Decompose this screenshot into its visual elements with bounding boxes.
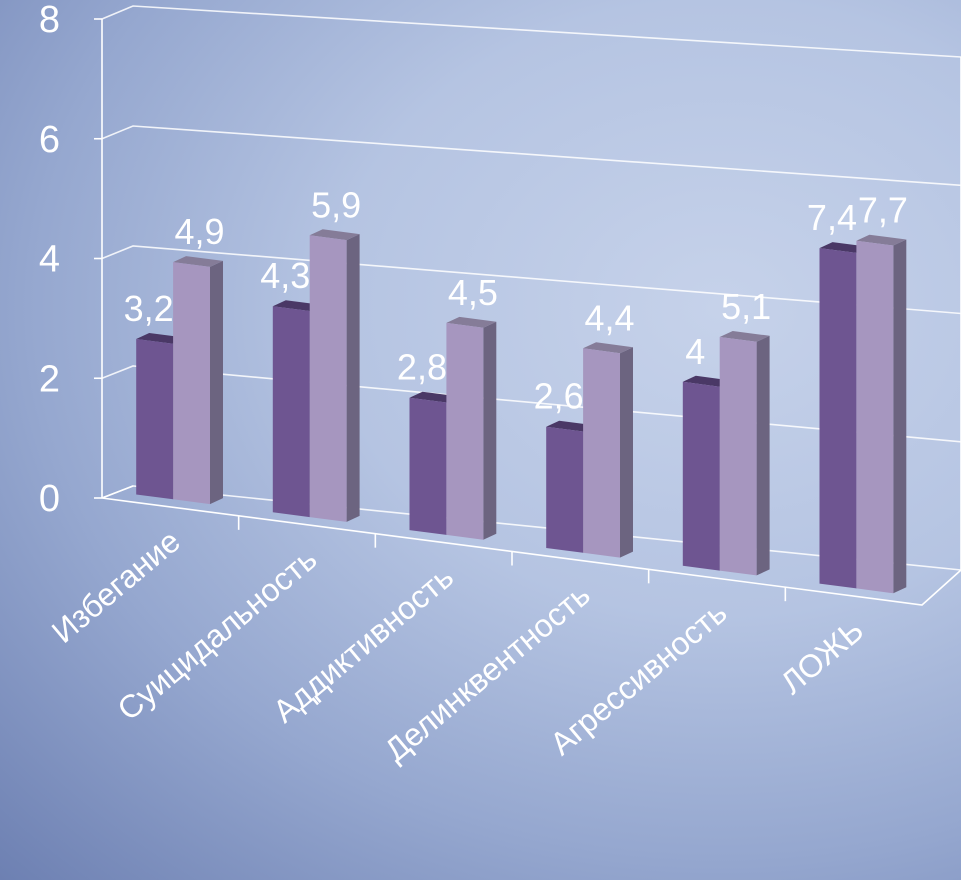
bar: [173, 256, 223, 505]
data-label: 5,9: [311, 184, 361, 225]
bar-front: [682, 381, 720, 571]
y-tick-label: 6: [39, 119, 60, 161]
bar: [583, 342, 633, 558]
gridline: [101, 125, 961, 187]
bar-top: [446, 316, 497, 328]
bar-front: [856, 240, 894, 594]
bar-top: [583, 342, 633, 354]
category-label: Избегание: [45, 523, 187, 650]
gridline: [101, 5, 961, 58]
data-label: 4: [685, 331, 705, 372]
y-tick-label: 2: [39, 358, 60, 400]
bar: [309, 229, 360, 522]
bar-front: [272, 306, 310, 518]
data-label: 7,7: [858, 190, 908, 231]
bar: [856, 234, 907, 594]
bar-top: [173, 256, 223, 267]
data-label: 4,3: [260, 255, 310, 296]
bar-front: [446, 322, 484, 540]
y-tick-label: 4: [39, 239, 60, 281]
bar-top: [719, 331, 770, 342]
bar-front: [409, 397, 447, 535]
data-label: 2,6: [534, 376, 584, 417]
bar-front: [173, 262, 210, 505]
bar-side: [756, 335, 770, 576]
bars: [136, 229, 907, 594]
bar-front: [819, 248, 857, 589]
bar: [719, 331, 770, 576]
data-label: 5,1: [721, 286, 771, 327]
gridline: [101, 245, 961, 315]
data-label: 4,9: [174, 211, 224, 252]
bar-front: [136, 339, 174, 500]
bar: [446, 316, 497, 540]
y-axis: 0 2 4 6 8: [39, 0, 103, 520]
bar-top: [309, 229, 360, 241]
bar-top: [856, 234, 907, 246]
data-label: 3,2: [124, 288, 174, 329]
y-tick-label: 0: [39, 478, 60, 520]
bar-side: [893, 239, 907, 594]
data-label: 2,8: [397, 347, 447, 388]
bar-front: [309, 235, 347, 522]
data-label: 4,5: [448, 272, 498, 313]
bar-front: [546, 426, 584, 553]
data-label: 7,4: [807, 197, 857, 238]
bar-side: [620, 347, 633, 558]
bar-front: [719, 337, 757, 576]
category-label: ЛОЖЬ: [774, 612, 870, 701]
data-label: 4,4: [584, 297, 634, 338]
bar-side: [346, 234, 360, 522]
bar-front: [583, 348, 620, 558]
data-labels: 3,24,9 4,35,9 2,84,5 2,64,4 4 5,1 7,4 7,7: [124, 184, 908, 416]
bar-side: [483, 321, 497, 540]
y-tick-label: 8: [39, 0, 60, 41]
bar-side: [210, 260, 223, 505]
